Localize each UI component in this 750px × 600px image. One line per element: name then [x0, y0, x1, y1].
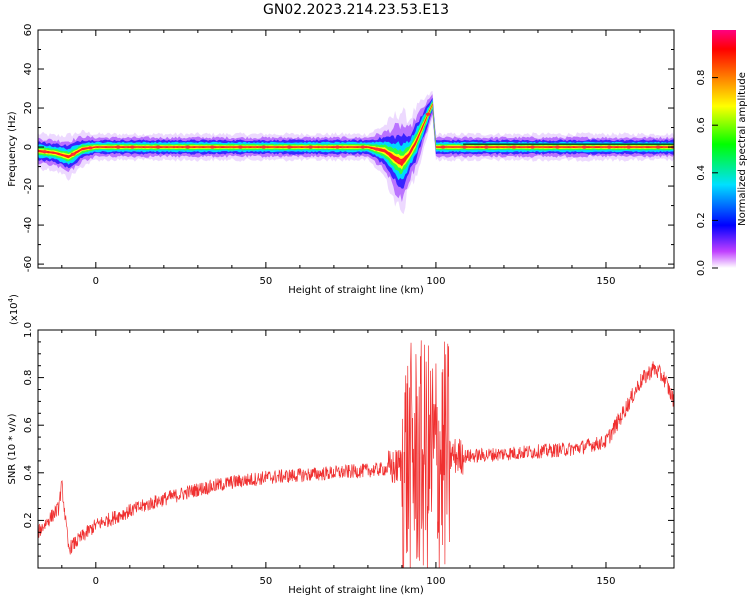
snr-y-tick-label: 0.6 [23, 417, 34, 433]
spectrogram-peak [606, 145, 612, 149]
spectrogram-y-tick-label: -60 [23, 256, 34, 272]
snr-y-tick-label: 0.8 [23, 370, 34, 386]
spectrogram-peak [237, 145, 243, 149]
spectrogram-y-tick-label: 60 [23, 24, 34, 37]
spectrogram-peak [70, 152, 76, 156]
spectrogram-peak [286, 145, 292, 149]
snr-y-tick-label: 1.0 [23, 322, 34, 338]
snr-y-tick-label: 0.4 [23, 465, 34, 481]
spectrogram-peak [483, 145, 489, 149]
snr-y-ticks: 0.2 0.4 0.6 0.8 1.0 [23, 322, 674, 557]
spectrogram-peak [42, 150, 48, 154]
snr-x-label: Height of straight line (km) [288, 585, 424, 596]
spectrogram-y-tick-label: 40 [23, 63, 34, 76]
spectrogram-x-tick-label: 50 [260, 276, 273, 287]
snr-x-ticks: 0 50 100 150 [61, 330, 675, 587]
spectrogram-peak [185, 145, 191, 149]
spectrogram-x-tick-label: 150 [596, 276, 615, 287]
snr-multiplier-base: (x10 [9, 302, 20, 325]
spectrogram-peak [307, 145, 313, 149]
spectrogram-frame [37, 29, 675, 269]
colorbar-gradient [712, 30, 736, 268]
spectrogram-y-tick-label: 20 [23, 102, 34, 115]
spectrogram-ridge [38, 90, 674, 215]
spectrogram-peak [115, 145, 121, 149]
spectrogram-peak [581, 145, 587, 149]
spectrogram-peak [129, 145, 135, 149]
chart-title: GN02.2023.214.23.53.E13 [263, 2, 449, 18]
spectrogram-peak [440, 145, 446, 149]
snr-x-tick-label: 0 [93, 576, 99, 587]
spectrogram-x-ticks: 0 50 100 150 [61, 30, 675, 287]
spectrogram-y-tick-label: 0 [23, 144, 34, 150]
snr-multiplier-close: ) [9, 294, 20, 298]
spectrogram-y-ticks: -60 -40 -20 0 20 40 60 [23, 24, 674, 272]
spectrogram-y-tick-label: -20 [23, 178, 34, 194]
spectrogram-x-tick-label: 0 [93, 276, 99, 287]
spectrogram-peak [511, 145, 517, 149]
colorbar-ticks: 0.0 0.2 0.4 0.6 0.8 [696, 70, 718, 276]
colorbar-tick-label: 0.6 [696, 117, 707, 133]
spectrogram-x-label: Height of straight line (km) [288, 285, 424, 296]
spectrogram-peak [396, 159, 402, 163]
snr-multiplier-exponent: 4 [7, 297, 15, 302]
colorbar-label: Normalized spectral amplitude [737, 72, 748, 226]
spectrogram-peak [626, 145, 632, 149]
spectrogram-peak [155, 145, 161, 149]
spectrogram-peak [529, 145, 535, 149]
spectrogram-peak [87, 146, 93, 150]
spectrogram-y-tick-label: -40 [23, 217, 34, 233]
snr-y-label: SNR (10 * v/v) [7, 413, 18, 484]
snr-x-tick-label: 50 [260, 576, 273, 587]
spectrogram-peak [334, 145, 340, 149]
spectrogram-panel: 0 50 100 150 -60 -40 -20 0 20 40 60 Height of str… [7, 24, 675, 296]
spectrogram-peak [655, 145, 661, 149]
snr-series-line [38, 340, 674, 568]
spectrogram-peak [425, 112, 431, 116]
colorbar-tick-label: 0.2 [696, 212, 707, 228]
spectrogram-peak [209, 145, 215, 149]
spectrogram-peak [555, 145, 561, 149]
spectrogram-peak [374, 147, 380, 151]
snr-y-tick-label: 0.2 [23, 512, 34, 528]
spectrogram-peak [261, 145, 267, 149]
spectrogram-x-tick-label: 100 [426, 276, 445, 287]
colorbar-tick-label: 0.8 [696, 70, 707, 86]
spectrogram-peak [360, 145, 366, 149]
colorbar-tick-label: 0.0 [696, 260, 707, 276]
snr-x-tick-label: 100 [426, 576, 445, 587]
snr-x-tick-label: 150 [596, 576, 615, 587]
spectrogram-peak [462, 145, 468, 149]
colorbar: 0.0 0.2 0.4 0.6 0.8 Normalized spectral ampl… [696, 30, 748, 276]
snr-panel: 0 50 100 150 0.2 0.4 0.6 0.8 1.0 Height of stra… [7, 294, 675, 596]
snr-multiplier-label: (x104) [7, 294, 20, 325]
colorbar-tick-label: 0.4 [696, 165, 707, 181]
spectrogram-y-label: Frequency (Hz) [7, 111, 18, 187]
